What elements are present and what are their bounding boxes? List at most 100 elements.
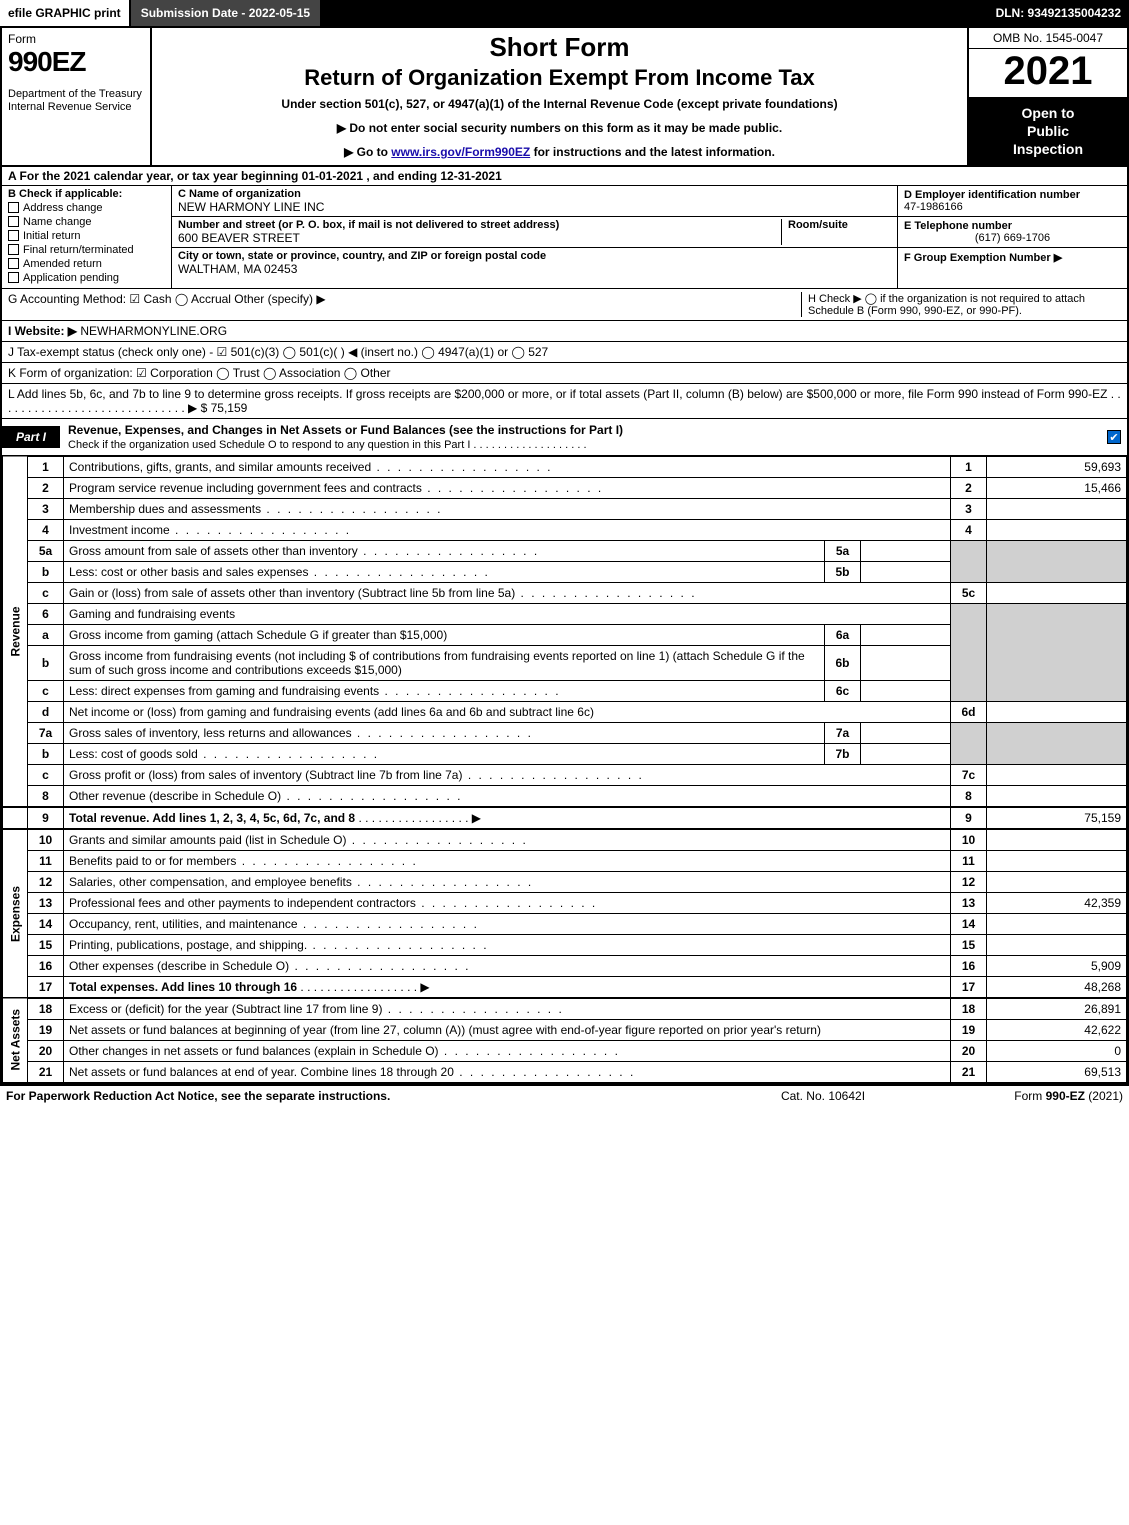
cb-address-change[interactable] bbox=[8, 202, 19, 213]
form-header: Form 990EZ Department of the Treasury In… bbox=[2, 28, 1127, 167]
line-6b-val bbox=[861, 645, 951, 680]
line-10-r: 10 bbox=[951, 829, 987, 851]
phone-label: E Telephone number bbox=[904, 220, 1121, 232]
line-11-desc: Benefits paid to or for members bbox=[64, 850, 951, 871]
footer-left: For Paperwork Reduction Act Notice, see … bbox=[6, 1089, 723, 1103]
row-gh: G Accounting Method: ☑ Cash ◯ Accrual Ot… bbox=[2, 289, 1127, 321]
grey-6 bbox=[951, 603, 987, 701]
line-9-desc-text: Total revenue. Add lines 1, 2, 3, 4, 5c,… bbox=[69, 811, 355, 825]
room-label: Room/suite bbox=[788, 219, 891, 231]
line-10-desc: Grants and similar amounts paid (list in… bbox=[64, 829, 951, 851]
col-d: D Employer identification number 47-1986… bbox=[897, 186, 1127, 288]
line-13-no: 13 bbox=[28, 892, 64, 913]
line-15-desc: Printing, publications, postage, and shi… bbox=[64, 934, 951, 955]
netassets-side-label: Net Assets bbox=[3, 998, 28, 1083]
line-7b-desc: Less: cost of goods sold bbox=[64, 743, 825, 764]
line-19-no: 19 bbox=[28, 1019, 64, 1040]
line-7a-sub: 7a bbox=[825, 722, 861, 743]
col-b: B Check if applicable: Address change Na… bbox=[2, 186, 172, 288]
line-16-no: 16 bbox=[28, 955, 64, 976]
line-21-no: 21 bbox=[28, 1061, 64, 1082]
line-5a-no: 5a bbox=[28, 540, 64, 561]
revenue-side-label: Revenue bbox=[3, 456, 28, 807]
row-l: L Add lines 5b, 6c, and 7b to line 9 to … bbox=[2, 384, 1127, 419]
form-word: Form bbox=[8, 32, 144, 46]
phone-value: (617) 669-1706 bbox=[904, 232, 1121, 244]
footer-right-pre: Form bbox=[1014, 1089, 1045, 1103]
part-1-checkbox[interactable]: ✔ bbox=[1107, 430, 1121, 444]
footer-right-bold: 990-EZ bbox=[1046, 1089, 1085, 1103]
line-15-no: 15 bbox=[28, 934, 64, 955]
line-2-amt: 15,466 bbox=[987, 477, 1127, 498]
part-1-header: Part I Revenue, Expenses, and Changes in… bbox=[2, 419, 1127, 456]
line-9-r: 9 bbox=[951, 807, 987, 829]
form-number: 990EZ bbox=[8, 46, 144, 78]
line-12-r: 12 bbox=[951, 871, 987, 892]
b-item-4: Amended return bbox=[23, 258, 102, 270]
tax-year: 2021 bbox=[969, 49, 1127, 98]
b-item-0: Address change bbox=[23, 202, 103, 214]
org-name: NEW HARMONY LINE INC bbox=[178, 200, 891, 214]
cb-name-change[interactable] bbox=[8, 216, 19, 227]
line-8-amt bbox=[987, 785, 1127, 807]
line-16-amt: 5,909 bbox=[987, 955, 1127, 976]
line-11-amt bbox=[987, 850, 1127, 871]
footer-right-post: (2021) bbox=[1085, 1089, 1123, 1103]
line-11-no: 11 bbox=[28, 850, 64, 871]
b-item-5: Application pending bbox=[23, 272, 119, 284]
i-label: I Website: ▶ bbox=[8, 324, 77, 338]
line-7b-no: b bbox=[28, 743, 64, 764]
return-title: Return of Organization Exempt From Incom… bbox=[160, 65, 959, 91]
cb-application-pending[interactable] bbox=[8, 272, 19, 283]
line-4-r: 4 bbox=[951, 519, 987, 540]
line-6c-no: c bbox=[28, 680, 64, 701]
line-4-desc: Investment income bbox=[64, 519, 951, 540]
cb-amended-return[interactable] bbox=[8, 258, 19, 269]
line-5b-desc: Less: cost or other basis and sales expe… bbox=[64, 561, 825, 582]
expenses-side-label: Expenses bbox=[3, 829, 28, 998]
c-city-label: City or town, state or province, country… bbox=[178, 250, 891, 262]
irs-link[interactable]: www.irs.gov/Form990EZ bbox=[391, 145, 530, 159]
efile-tab[interactable]: efile GRAPHIC print bbox=[0, 0, 131, 26]
line-7c-no: c bbox=[28, 764, 64, 785]
line-14-desc: Occupancy, rent, utilities, and maintena… bbox=[64, 913, 951, 934]
line-3-desc: Membership dues and assessments bbox=[64, 498, 951, 519]
open-2: Public bbox=[973, 122, 1123, 140]
line-1-no: 1 bbox=[28, 456, 64, 477]
grey-5 bbox=[951, 540, 987, 582]
line-6b-no: b bbox=[28, 645, 64, 680]
line-6-no: 6 bbox=[28, 603, 64, 624]
line-14-amt bbox=[987, 913, 1127, 934]
cb-final-return[interactable] bbox=[8, 244, 19, 255]
line-12-desc: Salaries, other compensation, and employ… bbox=[64, 871, 951, 892]
row-i: I Website: ▶ NEWHARMONYLINE.ORG bbox=[2, 321, 1127, 342]
h-schedule-b: H Check ▶ ◯ if the organization is not r… bbox=[801, 292, 1121, 317]
open-3: Inspection bbox=[973, 140, 1123, 158]
col-c: C Name of organization NEW HARMONY LINE … bbox=[172, 186, 897, 288]
line-20-no: 20 bbox=[28, 1040, 64, 1061]
line-6d-amt bbox=[987, 701, 1127, 722]
line-14-r: 14 bbox=[951, 913, 987, 934]
b-header: B Check if applicable: bbox=[8, 188, 165, 200]
row-k: K Form of organization: ☑ Corporation ◯ … bbox=[2, 363, 1127, 384]
line-5c-r: 5c bbox=[951, 582, 987, 603]
top-bar: efile GRAPHIC print Submission Date - 20… bbox=[0, 0, 1129, 26]
line-10-no: 10 bbox=[28, 829, 64, 851]
line-7a-desc: Gross sales of inventory, less returns a… bbox=[64, 722, 825, 743]
line-4-amt bbox=[987, 519, 1127, 540]
header-mid: Short Form Return of Organization Exempt… bbox=[152, 28, 967, 165]
line-7a-val bbox=[861, 722, 951, 743]
line-8-no: 8 bbox=[28, 785, 64, 807]
line-9-amt: 75,159 bbox=[987, 807, 1127, 829]
subtitle: Under section 501(c), 527, or 4947(a)(1)… bbox=[160, 97, 959, 111]
line-1-r: 1 bbox=[951, 456, 987, 477]
line-18-r: 18 bbox=[951, 998, 987, 1020]
line-20-amt: 0 bbox=[987, 1040, 1127, 1061]
line-16-desc: Other expenses (describe in Schedule O) bbox=[64, 955, 951, 976]
line-18-amt: 26,891 bbox=[987, 998, 1127, 1020]
cb-initial-return[interactable] bbox=[8, 230, 19, 241]
footer-right: Form 990-EZ (2021) bbox=[923, 1089, 1123, 1103]
line-3-r: 3 bbox=[951, 498, 987, 519]
line-5b-no: b bbox=[28, 561, 64, 582]
line-6c-sub: 6c bbox=[825, 680, 861, 701]
